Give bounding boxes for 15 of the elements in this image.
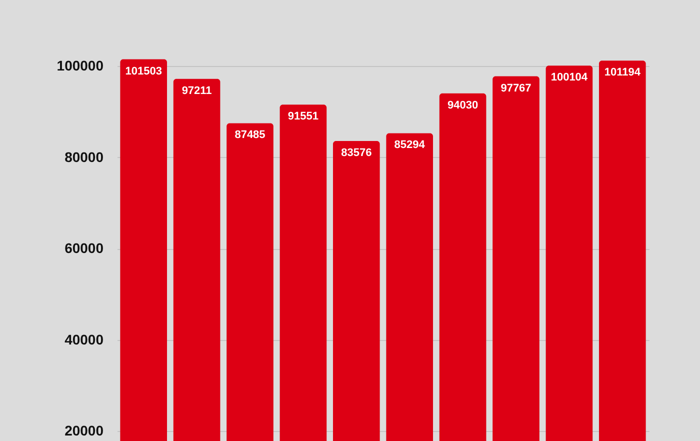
- data-label: 101194: [604, 66, 642, 79]
- data-label: 94030: [448, 99, 478, 112]
- data-label: 87485: [234, 129, 266, 142]
- data-label: 91551: [288, 110, 318, 123]
- y-tick-label: 40000: [64, 331, 104, 348]
- y-tick-label: 60000: [64, 240, 104, 256]
- data-label: 85294: [394, 139, 426, 152]
- y-tick-label: 80000: [64, 148, 104, 165]
- data-label: 83576: [341, 147, 372, 160]
- data-label: 101503: [125, 65, 162, 78]
- data-label: 97767: [500, 82, 532, 94]
- y-tick-label: 20000: [64, 422, 104, 438]
- y-tick-label: 100000: [56, 58, 104, 74]
- data-label: 97211: [182, 84, 212, 97]
- data-label: 100104: [550, 72, 588, 84]
